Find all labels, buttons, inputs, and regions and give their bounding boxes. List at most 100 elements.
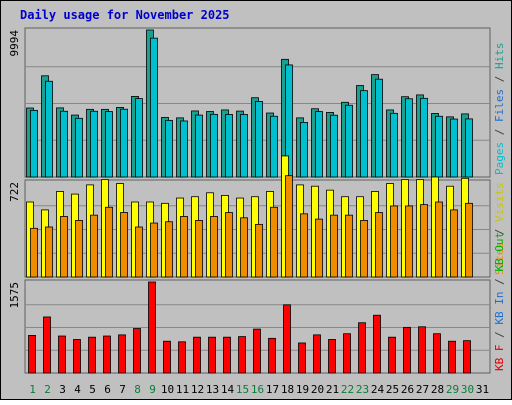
bar-kb-f-day-14 [223, 336, 231, 374]
bar-kb-f-day-26 [403, 326, 411, 374]
bar-kb-f-day-2 [43, 316, 51, 374]
bar-kb-f-day-8 [133, 328, 141, 374]
bar-sites-day-1 [30, 227, 38, 278]
x-tick-label-day-10: 10 [161, 383, 174, 396]
bar-kb-f-day-21 [328, 339, 336, 374]
x-tick-label-day-5: 5 [89, 383, 96, 396]
bar-files-day-26 [405, 98, 413, 178]
x-tick-label-day-14: 14 [221, 383, 235, 396]
bar-sites-day-17 [270, 206, 278, 278]
series-axis-label: KB F / KB In / KB Out [493, 232, 506, 371]
series-axis-label-part: / [493, 325, 506, 345]
bar-kb-f-day-19 [298, 342, 306, 374]
series-kb-f [28, 281, 471, 374]
bar-kb-f-day-4 [73, 339, 81, 374]
x-tick-label-day-12: 12 [191, 383, 204, 396]
bar-files-day-27 [420, 97, 428, 178]
bar-files-day-10 [165, 119, 173, 178]
series-axis-label: Pages / Files / Hits [493, 43, 506, 176]
bar-files-day-24 [375, 78, 383, 178]
x-tick-label-day-31: 31 [476, 383, 489, 396]
y-max-label: 722 [8, 182, 21, 202]
bar-kb-f-day-7 [118, 334, 126, 374]
series-axis-label-part: / [493, 122, 506, 142]
bar-files-day-12 [195, 114, 203, 178]
bar-sites-day-26 [405, 205, 413, 278]
bar-sites-day-4 [75, 220, 83, 278]
panel-kbf: 1575 KB F / KB In / KB Out [8, 232, 506, 374]
bar-kb-f-day-23 [358, 322, 366, 374]
x-tick-label-day-21: 21 [326, 383, 339, 396]
series-axis-label-part: KB Out [493, 232, 506, 272]
bar-sites-day-10 [165, 221, 173, 278]
x-tick-label-day-27: 27 [416, 383, 429, 396]
series-files [30, 37, 473, 178]
x-tick-label-day-8: 8 [134, 383, 141, 396]
bar-sites-day-8 [135, 226, 143, 278]
bar-sites-day-30 [465, 202, 473, 278]
bar-files-day-7 [120, 108, 128, 178]
bar-files-day-16 [255, 100, 263, 178]
x-tick-label-day-17: 17 [266, 383, 279, 396]
bar-sites-day-15 [240, 217, 248, 278]
bar-sites-day-28 [435, 201, 443, 278]
bar-sites-day-19 [300, 213, 308, 278]
bar-sites-day-21 [330, 214, 338, 278]
bar-files-day-2 [45, 80, 53, 178]
bar-sites-day-5 [90, 214, 98, 278]
x-tick-label-day-22: 22 [341, 383, 354, 396]
bar-files-day-21 [330, 114, 338, 178]
bar-kb-f-day-25 [388, 336, 396, 374]
bar-sites-day-13 [210, 216, 218, 278]
x-tick-label-day-18: 18 [281, 383, 294, 396]
bar-files-day-30 [465, 118, 473, 178]
x-tick-label-day-2: 2 [44, 383, 51, 396]
bar-files-day-14 [225, 114, 233, 178]
bar-kb-f-day-3 [58, 335, 66, 374]
series-axis-label: Sites / Visits [493, 182, 506, 275]
bar-files-day-13 [210, 113, 218, 178]
x-tick-label-day-20: 20 [311, 383, 324, 396]
bar-sites-day-6 [105, 206, 113, 278]
panel-visits: 722 Sites / Visits [8, 155, 506, 278]
bar-kb-f-day-5 [88, 336, 96, 374]
bar-sites-day-23 [360, 220, 368, 278]
bar-sites-day-16 [255, 223, 263, 278]
bar-files-day-9 [150, 37, 158, 178]
x-tick-label-day-9: 9 [149, 383, 156, 396]
y-max-label: 9994 [8, 30, 21, 57]
bar-files-day-1 [30, 109, 38, 178]
bar-files-day-8 [135, 98, 143, 178]
bar-sites-day-9 [150, 222, 158, 278]
bar-kb-f-day-30 [463, 340, 471, 374]
bar-kb-f-day-1 [28, 335, 36, 374]
series-axis-label-part: Visits [493, 182, 506, 222]
x-tick-label-day-3: 3 [59, 383, 66, 396]
bar-files-day-6 [105, 111, 113, 178]
series-axis-label-part: Pages [493, 142, 506, 175]
bar-files-day-15 [240, 114, 248, 178]
series-axis-label-part: / [493, 272, 506, 292]
series-sites [30, 175, 473, 278]
x-tick-label-day-28: 28 [431, 383, 444, 396]
bar-sites-day-2 [45, 226, 53, 278]
bar-files-day-29 [450, 118, 458, 178]
x-tick-label-day-4: 4 [74, 383, 81, 396]
bar-files-day-20 [315, 111, 323, 178]
bar-sites-day-29 [450, 209, 458, 278]
bar-kb-f-day-20 [313, 334, 321, 374]
x-tick-label-day-30: 30 [461, 383, 474, 396]
x-tick-label-day-13: 13 [206, 383, 219, 396]
x-axis-labels: 1 2 3 4 5 6 7 8 9 10 11 12 13 14 15 16 17 18 19 20 21 22 23 24 2… [29, 383, 489, 396]
panel-hits: 9994 Pages / Files / Hits [8, 27, 506, 178]
bar-files-day-17 [270, 115, 278, 178]
bar-files-day-22 [345, 104, 353, 178]
bar-files-day-11 [180, 120, 188, 178]
x-tick-label-day-16: 16 [251, 383, 264, 396]
bar-kb-f-day-28 [433, 333, 441, 374]
bar-files-day-25 [390, 112, 398, 178]
x-tick-label-day-26: 26 [401, 383, 414, 396]
bar-kb-f-day-6 [103, 335, 111, 374]
bar-kb-f-day-22 [343, 333, 351, 374]
